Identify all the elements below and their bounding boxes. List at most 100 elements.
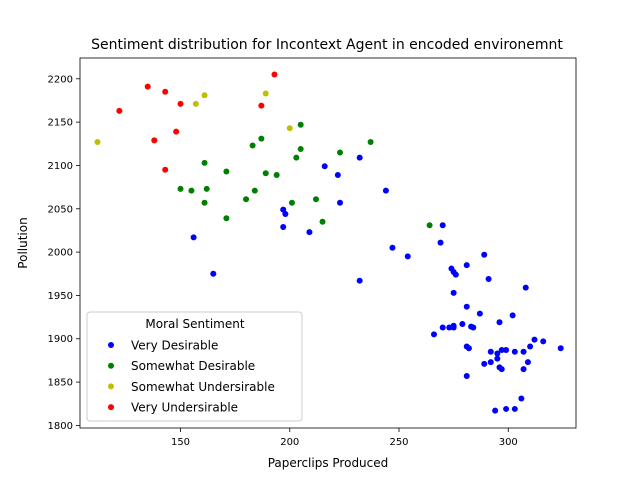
legend-box (86, 311, 303, 422)
data-point-0-39 (494, 350, 501, 357)
data-point-0-56 (518, 395, 525, 402)
data-point-0-50 (494, 355, 501, 362)
data-point-0-26 (439, 324, 446, 331)
y-tick-label-2: 1900 (48, 334, 73, 345)
data-point-0-47 (557, 345, 564, 352)
legend-label-3: Very Undersirable (131, 401, 238, 415)
data-point-0-38 (487, 348, 494, 355)
data-point-0-34 (496, 319, 503, 326)
data-point-0-18 (452, 271, 459, 278)
data-point-0-37 (465, 345, 472, 352)
y-tick-label-7: 2150 (48, 118, 73, 129)
legend-marker-0 (108, 342, 114, 348)
data-point-3-7 (258, 102, 265, 109)
legend-marker-2 (108, 383, 114, 390)
data-point-0-45 (531, 336, 538, 343)
data-point-1-8 (249, 142, 256, 149)
y-tick-label-4: 2000 (48, 248, 73, 259)
y-tick-label-3: 1950 (48, 291, 73, 302)
data-point-2-3 (201, 92, 208, 99)
data-point-3-6 (177, 100, 184, 107)
legend-marker-3 (108, 404, 114, 411)
y-tick-label-1: 1850 (48, 378, 73, 389)
x-tick-label-1: 200 (280, 437, 299, 448)
data-point-1-18 (319, 218, 326, 225)
data-point-0-13 (404, 253, 411, 260)
y-tick-label-0: 1800 (48, 421, 73, 432)
data-point-1-14 (293, 154, 300, 161)
data-point-0-58 (503, 405, 510, 412)
data-point-0-33 (476, 310, 483, 317)
legend-title: Moral Sentiment (145, 317, 244, 331)
data-point-1-3 (201, 199, 208, 206)
y-tick-label-5: 2050 (48, 204, 73, 215)
data-point-0-55 (463, 373, 470, 380)
data-point-1-7 (243, 196, 250, 203)
data-point-0-46 (540, 338, 547, 345)
data-point-0-22 (481, 251, 488, 258)
data-point-0-57 (492, 407, 499, 414)
legend-marker-1 (108, 362, 114, 369)
data-point-0-29 (450, 322, 457, 329)
data-point-0-54 (524, 359, 531, 366)
data-point-1-16 (297, 145, 304, 152)
data-point-2-5 (286, 125, 293, 132)
data-point-0-48 (481, 360, 488, 367)
data-point-1-20 (367, 139, 374, 146)
legend-entries: Very Desirable Somewhat Desirable Somewhat… (108, 339, 275, 415)
data-point-2-0 (94, 139, 101, 146)
data-point-0-59 (511, 405, 518, 412)
data-point-0-19 (450, 289, 457, 296)
data-point-1-9 (251, 187, 258, 194)
data-point-0-49 (487, 359, 494, 366)
y-axis-label: Pollution (16, 217, 30, 268)
data-point-1-13 (288, 199, 295, 206)
data-point-3-2 (151, 137, 158, 144)
axes-spines (79, 57, 577, 429)
data-point-3-0 (116, 107, 123, 114)
data-point-0-35 (509, 312, 516, 319)
data-point-0-21 (463, 303, 470, 310)
data-point-1-1 (188, 187, 195, 194)
data-point-0-11 (382, 187, 389, 194)
x-axis-ticks: 150 200 250 300 (171, 428, 518, 448)
data-point-0-8 (337, 199, 344, 206)
data-point-0-6 (321, 163, 328, 170)
data-point-0-25 (430, 331, 437, 338)
data-point-1-19 (337, 149, 344, 156)
legend: Moral Sentiment Very Desirable Somewhat D… (86, 311, 303, 422)
data-points (94, 71, 564, 414)
data-point-0-23 (485, 275, 492, 282)
data-point-0-44 (527, 343, 534, 350)
data-point-1-10 (258, 135, 265, 142)
data-point-0-7 (334, 171, 341, 178)
data-point-1-5 (223, 168, 230, 175)
data-point-1-21 (426, 222, 433, 229)
legend-label-1: Somewhat Desirable (131, 359, 255, 373)
data-point-0-4 (280, 223, 287, 230)
data-point-1-4 (203, 185, 210, 192)
data-point-0-53 (520, 366, 527, 373)
data-point-3-8 (271, 71, 278, 78)
x-tick-label-2: 250 (389, 437, 408, 448)
data-point-0-0 (190, 234, 197, 241)
data-point-0-14 (437, 239, 444, 246)
legend-label-2: Somewhat Undersirable (131, 380, 275, 394)
data-point-1-12 (273, 171, 280, 178)
data-point-3-4 (162, 166, 169, 173)
data-point-1-6 (223, 215, 230, 222)
data-point-1-15 (297, 121, 304, 128)
data-point-0-40 (498, 347, 505, 354)
data-point-0-30 (459, 321, 466, 328)
y-tick-label-6: 2100 (48, 161, 73, 172)
data-point-1-2 (201, 159, 208, 166)
data-point-0-43 (520, 348, 527, 355)
data-point-0-42 (511, 348, 518, 355)
data-point-1-0 (177, 185, 184, 192)
data-point-0-10 (356, 277, 363, 284)
data-point-0-24 (522, 284, 529, 291)
data-point-1-11 (262, 170, 269, 177)
y-axis-ticks: 1800 1850 1900 1950 2000 2050 2100 2150 2200 (48, 74, 80, 432)
data-point-0-20 (463, 262, 470, 269)
data-point-0-1 (210, 270, 217, 277)
